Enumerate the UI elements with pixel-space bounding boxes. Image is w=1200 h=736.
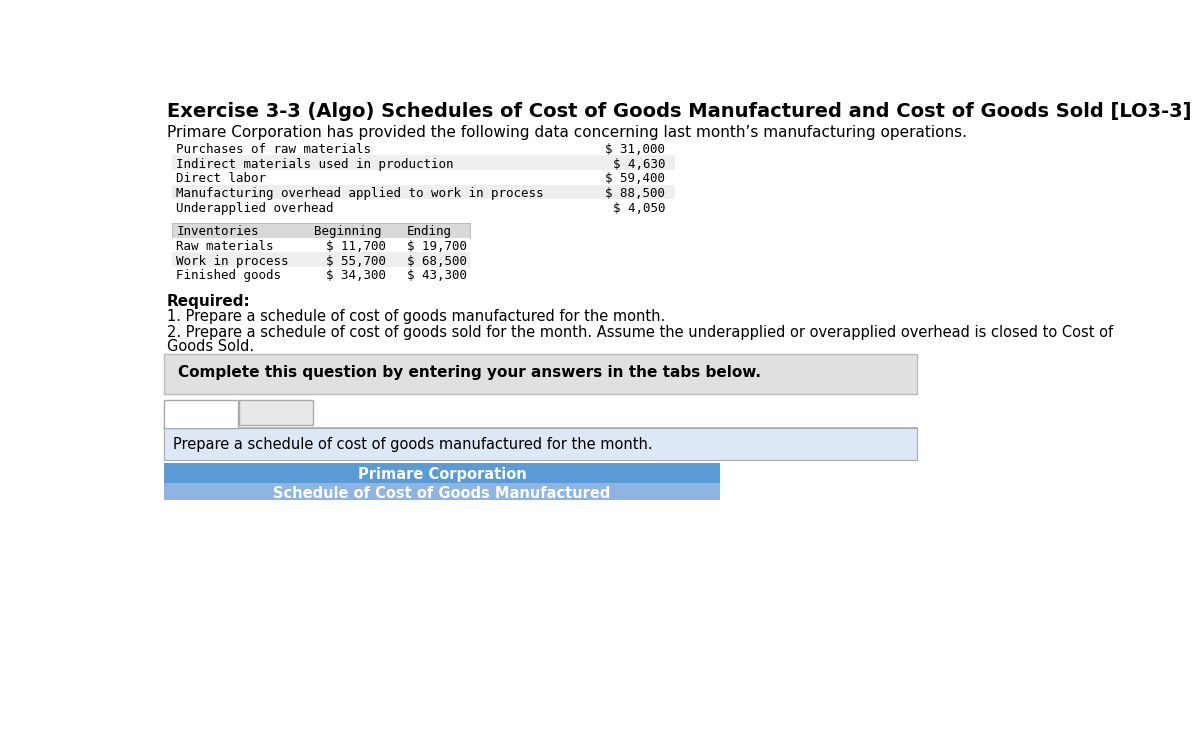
Bar	[164, 463, 720, 483]
Bar	[164, 426, 236, 428]
Text: Inventories: Inventories	[176, 225, 259, 238]
Text: Primare Corporation: Primare Corporation	[358, 467, 527, 482]
Bar	[172, 223, 470, 238]
Text: $ 55,700: $ 55,700	[325, 255, 385, 268]
Text: $ 31,000: $ 31,000	[605, 143, 665, 156]
Bar	[239, 400, 313, 425]
Text: $ 11,700: $ 11,700	[325, 240, 385, 253]
Text: 2. Prepare a schedule of cost of goods sold for the month. Assume the underappli: 2. Prepare a schedule of cost of goods s…	[167, 325, 1114, 340]
Text: Exercise 3-3 (Algo) Schedules of Cost of Goods Manufactured and Cost of Goods So: Exercise 3-3 (Algo) Schedules of Cost of…	[167, 102, 1192, 121]
Text: Required:: Required:	[167, 294, 251, 309]
Text: $ 4,050: $ 4,050	[613, 202, 665, 214]
Text: Indirect materials used in production: Indirect materials used in production	[176, 158, 454, 171]
Bar	[172, 238, 470, 252]
Text: Goods Sold.: Goods Sold.	[167, 339, 254, 353]
Text: Schedule of Cost of Goods Manufactured: Schedule of Cost of Goods Manufactured	[274, 486, 611, 501]
Text: Manufacturing overhead applied to work in process: Manufacturing overhead applied to work i…	[176, 187, 544, 200]
Text: Work in process: Work in process	[176, 255, 289, 268]
Text: $ 43,300: $ 43,300	[407, 269, 467, 283]
Text: $ 88,500: $ 88,500	[605, 187, 665, 200]
Text: $ 34,300: $ 34,300	[325, 269, 385, 283]
Text: $ 19,700: $ 19,700	[407, 240, 467, 253]
Bar	[172, 141, 676, 155]
Bar	[164, 428, 917, 460]
Text: Primare Corporation has provided the following data concerning last month’s manu: Primare Corporation has provided the fol…	[167, 125, 967, 141]
Bar	[172, 185, 676, 199]
Bar	[164, 400, 238, 428]
Text: Complete this question by entering your answers in the tabs below.: Complete this question by entering your …	[178, 365, 761, 380]
Text: Direct labor: Direct labor	[176, 172, 266, 185]
Bar	[172, 155, 676, 170]
Bar	[172, 252, 470, 267]
Text: Underapplied overhead: Underapplied overhead	[176, 202, 334, 214]
Bar	[172, 170, 676, 185]
Text: Prepare a schedule of cost of goods manufactured for the month.: Prepare a schedule of cost of goods manu…	[173, 437, 653, 452]
Text: Required 1: Required 1	[163, 405, 239, 419]
Text: Purchases of raw materials: Purchases of raw materials	[176, 143, 371, 156]
Text: $ 59,400: $ 59,400	[605, 172, 665, 185]
Bar	[172, 199, 676, 214]
Text: $ 4,630: $ 4,630	[613, 158, 665, 171]
Text: Finished goods: Finished goods	[176, 269, 281, 283]
Text: 1. Prepare a schedule of cost of goods manufactured for the month.: 1. Prepare a schedule of cost of goods m…	[167, 309, 665, 325]
Bar	[172, 267, 470, 282]
Text: Beginning: Beginning	[314, 225, 382, 238]
Text: Ending: Ending	[407, 225, 452, 238]
Text: Required 2: Required 2	[239, 402, 313, 416]
Bar	[164, 354, 917, 394]
Text: $ 68,500: $ 68,500	[407, 255, 467, 268]
Bar	[164, 483, 720, 500]
Text: Raw materials: Raw materials	[176, 240, 274, 253]
